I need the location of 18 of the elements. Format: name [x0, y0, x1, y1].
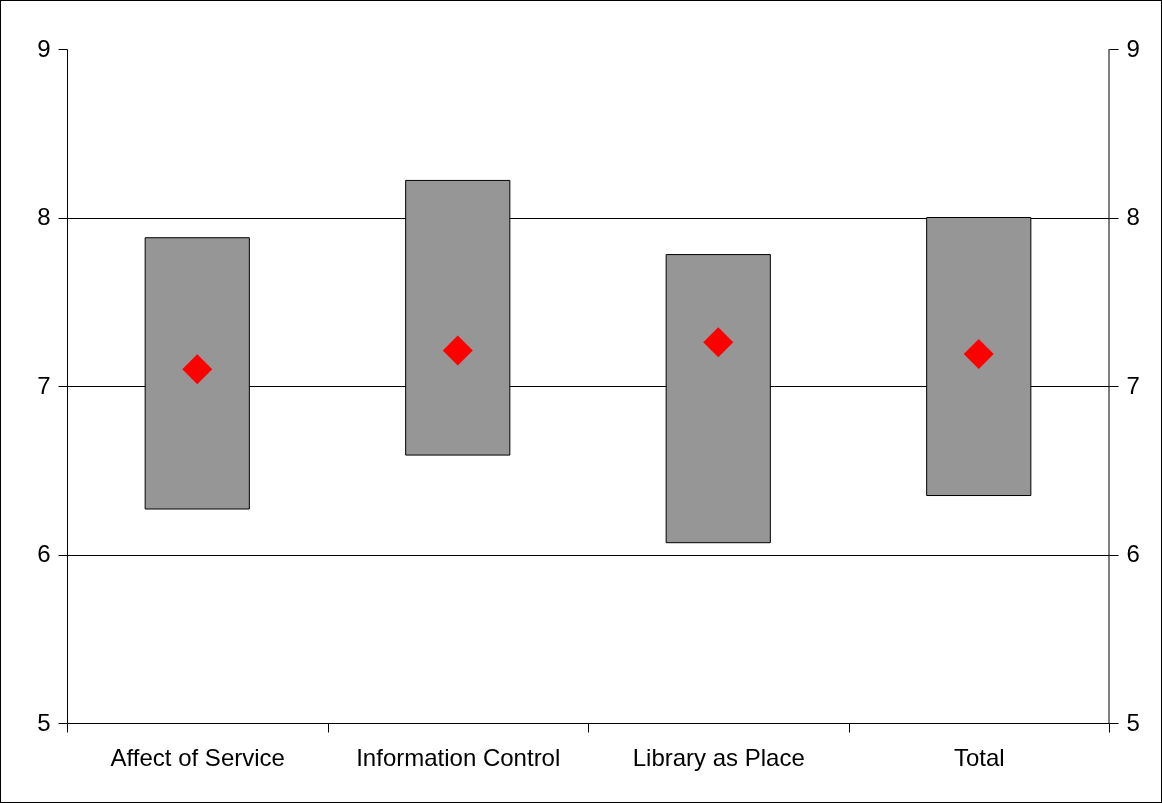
y-tick-label: 8 [37, 203, 51, 230]
x-tick-label: Affect of Service [110, 743, 285, 771]
y-tick-label: 7 [37, 371, 51, 399]
y-tick-label: 9 [37, 34, 51, 62]
x-tick-label: Total [953, 743, 1005, 771]
point [442, 335, 473, 366]
point [703, 327, 734, 358]
x-tick-label: Information Control [356, 743, 561, 771]
y-tick-label: 5 [37, 708, 51, 736]
point [963, 338, 994, 369]
point [182, 354, 213, 385]
y-tick-label: 6 [37, 540, 51, 567]
y2-tick-label: 8 [1126, 203, 1140, 230]
y2-tick-label: 5 [1126, 708, 1140, 736]
y2-tick-label: 7 [1126, 371, 1140, 399]
x-tick-label: Library as Place [632, 743, 805, 771]
y2-tick-label: 9 [1126, 34, 1140, 62]
y2-tick-label: 6 [1126, 540, 1140, 567]
